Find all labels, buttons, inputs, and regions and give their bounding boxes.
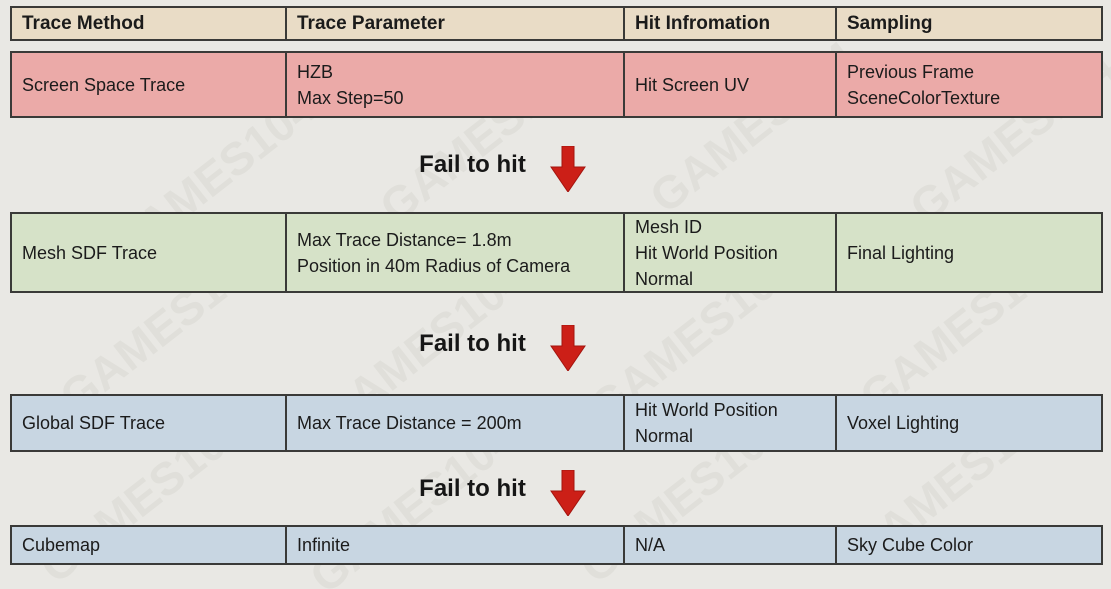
cell-hit-information: N/A [625, 527, 837, 563]
cell-sampling: Previous Frame SceneColorTexture [847, 61, 1001, 108]
cell-trace-method: Cubemap [12, 527, 287, 563]
table-row-mesh-sdf-trace: Mesh SDF Trace Max Trace Distance= 1.8m … [10, 212, 1103, 293]
red-down-arrow-icon [549, 146, 586, 192]
table-row-global-sdf-trace: Global SDF Trace Max Trace Distance = 20… [10, 394, 1103, 452]
cell-trace-parameter: HZB Max Step=50 [287, 53, 625, 116]
cell-sampling: Final Lighting [847, 242, 955, 263]
cell-hit-information: Hit Screen UV [625, 53, 837, 116]
fail-to-hit-connector-3: Fail to hit [0, 452, 1049, 525]
cell-sampling: Sky Cube Color [847, 535, 974, 555]
header-cell-sampling: Sampling [847, 12, 933, 34]
table-row-cubemap: Cubemap Infinite N/A Sky Cube Color [10, 525, 1103, 565]
trace-fallback-table: Trace Method Trace Parameter Hit Infroma… [10, 6, 1103, 565]
header-cell-trace-parameter: Trace Parameter [287, 8, 625, 39]
cell-trace-parameter: Max Trace Distance= 1.8m Position in 40m… [287, 214, 625, 291]
fail-to-hit-connector-2: Fail to hit [0, 293, 1049, 394]
fail-to-hit-connector-1: Fail to hit [0, 118, 1049, 212]
header-cell-trace-method: Trace Method [12, 8, 287, 39]
cell-trace-method: Screen Space Trace [12, 53, 287, 116]
table-header-row: Trace Method Trace Parameter Hit Infroma… [10, 6, 1103, 41]
cell-hit-information: Hit World Position Normal [625, 396, 837, 450]
cell-hit-information: Mesh ID Hit World Position Normal [625, 214, 837, 291]
cell-trace-parameter: Max Trace Distance = 200m [287, 396, 625, 450]
red-down-arrow-icon [549, 324, 586, 371]
header-cell-hit-information: Hit Infromation [625, 8, 837, 39]
cell-trace-parameter: Infinite [287, 527, 625, 563]
red-down-arrow-icon [549, 469, 586, 516]
fail-to-hit-label: Fail to hit [419, 329, 526, 357]
fail-to-hit-label: Fail to hit [419, 151, 526, 178]
cell-trace-method: Mesh SDF Trace [12, 214, 287, 291]
table-row-screen-space-trace: Screen Space Trace HZB Max Step=50 Hit S… [10, 51, 1103, 118]
fail-to-hit-label: Fail to hit [419, 474, 526, 502]
cell-trace-method: Global SDF Trace [12, 396, 287, 450]
cell-sampling: Voxel Lighting [847, 413, 960, 433]
